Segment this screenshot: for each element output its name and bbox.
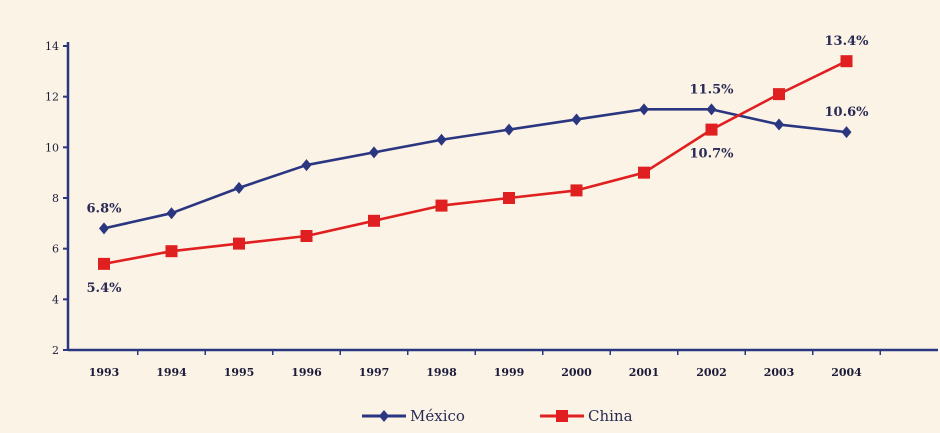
- data-point: [99, 222, 109, 235]
- y-tick-label: 6: [52, 243, 59, 256]
- data-point: [503, 192, 515, 204]
- data-label: 11.5%: [689, 82, 734, 97]
- data-point: [705, 123, 718, 136]
- data-label: 13.4%: [824, 34, 869, 49]
- y-tick-label: 2: [52, 344, 59, 357]
- data-point: [435, 199, 448, 212]
- x-tick-label: 1993: [89, 366, 120, 379]
- data-label: 6.8%: [87, 201, 123, 216]
- x-tick-label: 1994: [156, 366, 187, 379]
- x-tick-label: 2004: [831, 366, 862, 379]
- y-tick-label: 12: [45, 91, 59, 104]
- data-point: [98, 257, 110, 270]
- x-tick-label: 1997: [359, 366, 390, 379]
- data-point: [233, 237, 245, 250]
- data-point: [774, 118, 784, 131]
- data-label: 10.7%: [689, 147, 734, 162]
- data-point: [369, 146, 379, 159]
- data-label: 5.4%: [87, 281, 123, 296]
- data-point: [301, 159, 312, 172]
- legend-label: México: [410, 407, 465, 425]
- data-point: [841, 126, 852, 139]
- data-label: 10.6%: [824, 105, 869, 120]
- x-tick-label: 1998: [426, 366, 457, 379]
- data-point: [165, 245, 178, 258]
- series-line-mexico: [103, 108, 847, 230]
- x-tick-label: 2002: [696, 366, 727, 379]
- data-point: [504, 123, 514, 136]
- y-tick-label: 8: [52, 192, 59, 205]
- x-tick-label: 1999: [494, 366, 525, 379]
- data-point: [570, 184, 583, 197]
- x-tick-label: 1995: [224, 366, 255, 379]
- data-point: [639, 103, 649, 116]
- y-tick-label: 14: [45, 40, 59, 53]
- legend-marker: [379, 410, 389, 422]
- legend-marker: [556, 410, 568, 422]
- legend-label: China: [588, 407, 633, 425]
- y-tick-label: 4: [52, 293, 59, 306]
- data-point: [436, 133, 447, 146]
- data-point: [840, 55, 853, 68]
- data-point: [300, 230, 313, 242]
- data-point: [773, 88, 785, 101]
- x-tick-label: 2000: [561, 366, 592, 379]
- x-tick-label: 2001: [629, 366, 660, 379]
- data-point: [234, 181, 244, 194]
- data-point: [571, 113, 582, 126]
- y-tick-label: 10: [45, 141, 59, 154]
- data-point: [706, 103, 717, 116]
- x-tick-label: 1996: [291, 366, 322, 379]
- data-point: [638, 166, 650, 179]
- data-point: [368, 214, 380, 227]
- data-point: [166, 207, 177, 220]
- series-line-china: [103, 60, 848, 266]
- x-tick-label: 2003: [764, 366, 795, 379]
